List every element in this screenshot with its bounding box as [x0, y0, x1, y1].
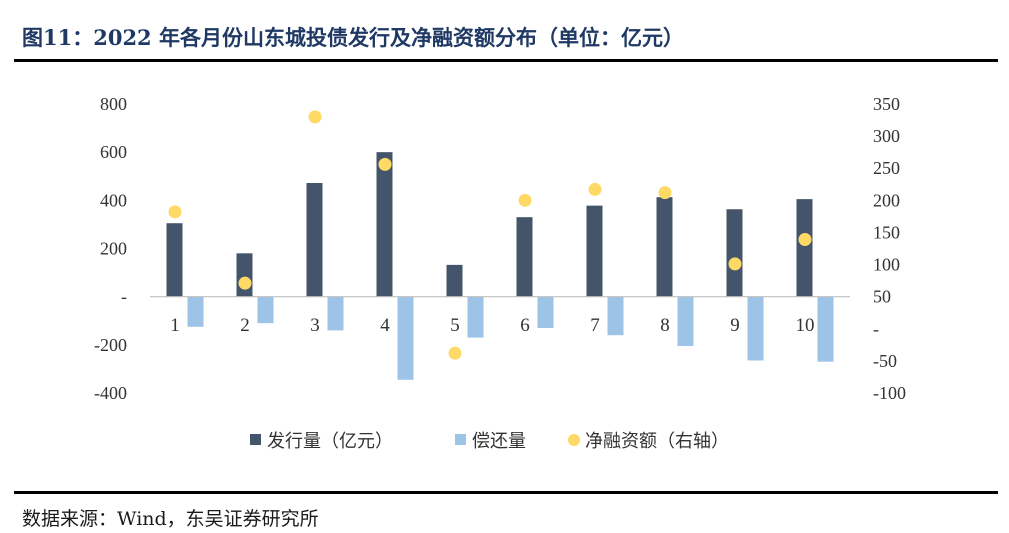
issuance-bar	[446, 264, 463, 297]
x-tick-label: 2	[240, 315, 250, 336]
x-axis-ticks: 1 2 3 4 5 6 7 8 9 10	[170, 315, 814, 336]
issuance-bar	[236, 253, 253, 297]
right-tick-label: -	[873, 319, 879, 339]
issuance-bar	[586, 205, 603, 297]
legend-label: 偿还量	[472, 431, 526, 452]
source-note: 数据来源：Wind，东吴证券研究所	[22, 508, 319, 530]
top-rule	[14, 59, 998, 62]
legend: 发行量（亿元） 偿还量 净融资额（右轴）	[250, 431, 729, 452]
net-financing-point	[308, 110, 322, 124]
repayment-bar	[397, 296, 414, 380]
legend-swatch	[455, 434, 466, 445]
issuance-bar	[656, 197, 673, 297]
issuance-bar	[796, 199, 813, 297]
net-financing-point	[588, 182, 602, 196]
x-tick-label: 6	[520, 315, 530, 336]
legend-label: 净融资额（右轴）	[585, 431, 729, 452]
bars	[166, 152, 834, 380]
right-tick-label: 250	[873, 158, 900, 178]
repayment-bar	[677, 296, 694, 347]
issuance-bar	[726, 209, 743, 297]
x-tick-label: 8	[660, 315, 670, 336]
right-tick-label: 50	[873, 287, 891, 307]
chart-title: 图11：2022 年各月份山东城投债发行及净融资额分布（单位：亿元）	[22, 25, 684, 50]
bottom-rule	[14, 491, 998, 494]
net-financing-point	[658, 186, 672, 200]
legend-label: 发行量（亿元）	[267, 431, 393, 452]
x-tick-label: 7	[590, 315, 600, 336]
x-tick-label: 10	[796, 315, 815, 336]
right-tick-label: 350	[873, 94, 900, 114]
x-tick-label: 4	[380, 315, 390, 336]
left-tick-label: 400	[100, 190, 127, 210]
right-tick-label: 100	[873, 255, 900, 275]
issuance-bar	[166, 223, 183, 297]
issuance-bar	[516, 217, 533, 297]
repayment-bar	[747, 296, 764, 361]
repayment-bar	[187, 296, 204, 327]
issuance-bar	[306, 182, 323, 297]
repayment-bar	[467, 296, 484, 338]
left-tick-label: 200	[100, 239, 127, 259]
x-tick-label: 3	[310, 315, 320, 336]
legend-swatch	[250, 434, 261, 445]
left-tick-label: -400	[94, 383, 127, 403]
issuance-bar	[376, 152, 393, 297]
net-financing-point	[378, 157, 392, 171]
net-financing-points	[168, 110, 812, 360]
repayment-bar	[257, 296, 274, 324]
left-tick-label: 600	[100, 142, 127, 162]
repayment-bar	[607, 296, 624, 336]
repayment-bar	[817, 296, 834, 362]
right-tick-label: -50	[873, 351, 897, 371]
right-tick-label: 150	[873, 222, 900, 242]
legend-swatch	[568, 434, 580, 446]
right-tick-label: 200	[873, 190, 900, 210]
left-tick-label: 800	[100, 94, 127, 114]
net-financing-point	[798, 233, 812, 247]
net-financing-point	[448, 346, 462, 360]
x-tick-label: 9	[730, 315, 740, 336]
net-financing-point	[168, 205, 182, 219]
x-tick-label: 1	[170, 315, 180, 336]
right-tick-label: 300	[873, 126, 900, 146]
right-tick-label: -100	[873, 383, 906, 403]
net-financing-point	[728, 257, 742, 271]
left-tick-label: -200	[94, 335, 127, 355]
repayment-bar	[537, 296, 554, 328]
left-tick-label: -	[121, 287, 127, 307]
net-financing-point	[518, 193, 532, 207]
x-tick-label: 5	[450, 315, 460, 336]
repayment-bar	[327, 296, 344, 331]
net-financing-point	[238, 276, 252, 290]
